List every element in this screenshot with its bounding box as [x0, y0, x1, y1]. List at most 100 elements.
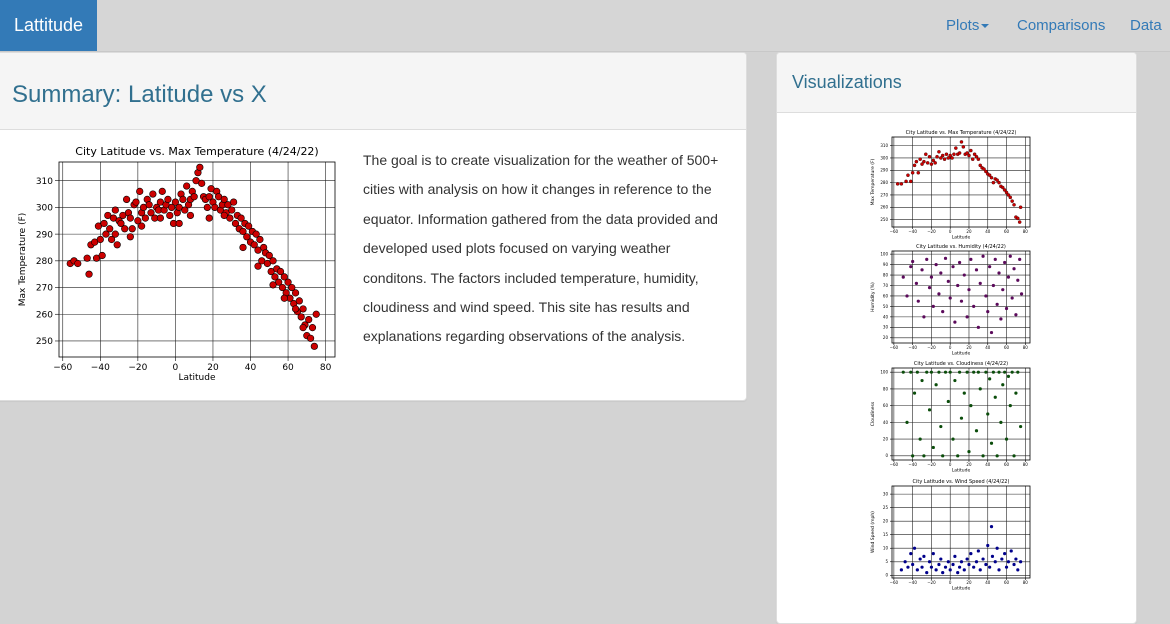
data-point	[946, 279, 950, 283]
data-point	[899, 568, 903, 572]
y-tick-label: 70	[883, 283, 889, 288]
data-point	[909, 265, 913, 269]
visualizations-title: Visualizations	[792, 72, 902, 92]
visualizations-panel-heading: Visualizations	[777, 53, 1136, 113]
plot-frame	[891, 250, 1031, 344]
data-point	[931, 304, 935, 309]
data-point	[901, 370, 905, 374]
thumb-humidity-chart[interactable]: −60 −40 −20 0 20 40 60 80 20 30 40 50 60 70 80 90 100 Cit…	[870, 243, 1034, 360]
data-point	[993, 257, 997, 261]
nav-data[interactable]: Data	[1130, 17, 1162, 34]
data-point	[1012, 203, 1016, 207]
x-tick-label: 0	[949, 229, 952, 234]
data-point	[939, 424, 943, 429]
x-tick-label: 40	[245, 363, 257, 373]
data-point	[1017, 220, 1022, 224]
data-point	[929, 275, 934, 279]
data-point	[916, 299, 920, 303]
data-point	[909, 370, 913, 374]
data-point	[937, 562, 941, 567]
plot-frame	[891, 485, 1031, 579]
data-point	[995, 454, 999, 458]
data-point	[993, 395, 997, 399]
y-tick-label: 300	[880, 155, 888, 160]
data-point	[278, 283, 287, 292]
data-point	[1003, 552, 1007, 556]
y-tick-label: 25	[883, 505, 889, 510]
data-point	[959, 560, 964, 564]
data-point	[972, 565, 976, 569]
data-point	[230, 198, 238, 206]
data-point	[978, 281, 982, 286]
data-point	[912, 391, 917, 395]
data-point	[922, 454, 926, 458]
data-point	[986, 310, 990, 314]
data-point	[168, 203, 176, 212]
data-point	[956, 283, 960, 288]
data-point	[956, 570, 960, 575]
nav-plots-dropdown[interactable]: Plots	[946, 0, 990, 51]
data-point	[954, 146, 958, 150]
data-point	[203, 203, 211, 212]
thumb-cloudiness-chart[interactable]: −60 −40 −20 0 20 40 60 80 0 20 40 60 80 100 City Latit…	[870, 360, 1034, 478]
data-point	[922, 159, 926, 164]
data-point	[243, 233, 251, 241]
data-point	[995, 302, 999, 306]
data-point	[942, 157, 947, 161]
data-point	[984, 562, 988, 567]
data-point	[147, 209, 155, 217]
thumb-temperature-chart[interactable]: −60 −40 −20 0 20 40 60 80 250 260 270 280 290 300 310 C…	[870, 129, 1034, 243]
data-point	[220, 211, 228, 220]
data-point	[914, 281, 919, 286]
data-point	[126, 233, 134, 241]
x-axis-label: Latitude	[952, 468, 971, 474]
data-point	[1016, 568, 1020, 572]
data-point	[941, 570, 945, 575]
navbar: Lattitude Plots Comparisons Data	[0, 0, 1170, 52]
data-point	[895, 182, 900, 186]
x-tick-label: −20	[927, 462, 936, 467]
data-point	[136, 187, 144, 195]
navbar-brand[interactable]: Lattitude	[0, 0, 97, 51]
data-point	[918, 557, 922, 561]
data-point	[85, 270, 93, 278]
x-tick-label: −40	[91, 363, 110, 373]
data-point	[961, 145, 966, 149]
data-point	[1019, 560, 1023, 564]
data-point	[1018, 205, 1023, 210]
data-point	[920, 378, 924, 383]
thumb-wind-chart[interactable]: −60 −40 −20 0 20 40 60 80 0 5 10 15 20 25 30 City Latit…	[870, 478, 1034, 596]
data-point	[943, 370, 948, 374]
data-point	[981, 454, 985, 458]
y-tick-label: 20	[883, 436, 889, 441]
summary-description: The goal is to create visualization for …	[363, 152, 719, 345]
y-tick-label: 260	[880, 205, 888, 210]
data-point	[948, 153, 952, 158]
data-point	[969, 257, 973, 261]
x-axis-label: Latitude	[952, 586, 971, 592]
data-point	[974, 429, 979, 433]
data-point	[1010, 296, 1014, 300]
nav-comparisons[interactable]: Comparisons	[1017, 17, 1106, 34]
data-point	[122, 195, 131, 203]
data-point	[939, 557, 943, 561]
y-tick-label: 5	[885, 559, 888, 564]
data-point	[967, 562, 971, 567]
data-point	[993, 560, 997, 564]
data-point	[953, 554, 957, 558]
data-point	[138, 222, 146, 230]
data-point	[972, 152, 977, 157]
data-point	[976, 157, 981, 161]
x-tick-label: 20	[966, 345, 972, 350]
data-point	[929, 370, 934, 374]
y-tick-label: 310	[36, 177, 53, 187]
data-point	[306, 334, 315, 342]
x-tick-label: 40	[985, 229, 991, 234]
chart-title: City Latitude vs. Max Temperature (4/24/…	[906, 130, 1017, 136]
data-point	[978, 387, 982, 391]
data-point	[1012, 454, 1016, 458]
x-tick-label: 0	[173, 363, 179, 373]
data-point	[934, 568, 938, 572]
data-point	[1002, 188, 1007, 192]
x-tick-label: 0	[949, 462, 952, 467]
